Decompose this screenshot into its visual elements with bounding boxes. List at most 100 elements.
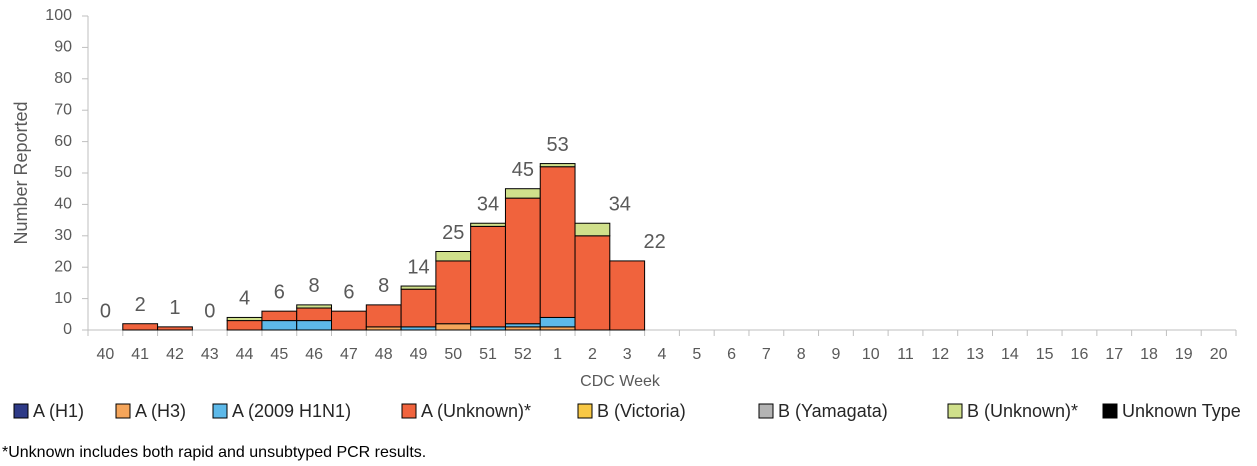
bar-segment [574,222,611,237]
legend-swatch [13,403,29,419]
x-tick-label: 51 [479,346,497,363]
x-axis-title: CDC Week [580,373,661,390]
bar-segment [296,304,333,309]
x-tick-label: 9 [831,346,840,363]
x-tick-label: 16 [1071,346,1089,363]
x-tick-label: 1 [553,346,562,363]
x-tick-label: 46 [305,346,323,363]
x-tick-label: 52 [514,346,532,363]
x-tick-label: 50 [444,346,462,363]
x-tick-label: 20 [1210,346,1228,363]
legend-swatch [758,403,774,419]
x-tick-label: 40 [96,346,114,363]
total-label: 8 [309,275,320,297]
legend-label: B (Yamagata) [778,401,888,421]
x-tick-label: 7 [762,346,771,363]
y-tick-label: 0 [63,321,72,338]
total-label: 14 [407,256,429,278]
x-tick-label: 48 [375,346,393,363]
total-label: 45 [512,159,534,181]
legend-label: B (Victoria) [597,401,686,421]
bar-segment [122,323,159,331]
bar-segment [296,307,333,322]
x-tick-label: 14 [1001,346,1019,363]
legend-label: A (2009 H1N1) [232,401,351,421]
x-tick-label: 2 [588,346,597,363]
x-tick-label: 5 [692,346,701,363]
legend-label: A (H3) [135,401,186,421]
x-tick-label: 43 [201,346,219,363]
x-tick-label: 45 [270,346,288,363]
legend-swatch [577,403,593,419]
y-tick-label: 100 [45,7,72,24]
bar-segment [470,222,506,227]
legend-swatch [401,403,417,419]
x-tick-label: 11 [897,346,914,363]
x-tick-label: 47 [340,346,358,363]
total-label: 8 [378,275,389,297]
bar-segment [435,260,472,325]
total-label: 1 [169,297,180,319]
x-tick-label: 4 [658,346,667,363]
bar-segment [470,225,506,328]
x-tick-label: 49 [410,346,428,363]
x-tick-label: 12 [931,346,949,363]
legend-swatch [115,403,131,419]
legend-label: Unknown Type [1122,401,1241,421]
legend-label: A (H1) [33,401,84,421]
bar-segment [400,288,437,328]
total-label: 34 [609,194,631,216]
bar-segment [400,285,437,290]
total-label: 6 [343,281,354,303]
total-label: 4 [239,288,250,310]
bar-segment [226,320,263,331]
legend-label: B (Unknown)* [967,401,1078,421]
y-tick-label: 30 [54,227,72,244]
bar-segment [261,320,298,331]
y-tick-label: 50 [54,164,72,181]
legend-swatch [1102,403,1118,419]
bar-segment [261,310,298,322]
bar-segment [574,235,611,331]
x-tick-label: 6 [727,346,736,363]
legend-swatch [212,403,228,419]
bar-segment [226,316,263,322]
footnote: *Unknown includes both rapid and unsubty… [2,444,426,461]
x-tick-label: 19 [1175,346,1193,363]
bar-segment [331,310,367,331]
x-tick-label: 17 [1105,346,1123,363]
total-label: 25 [442,222,464,244]
total-label: 34 [477,194,499,216]
x-tick-label: 3 [623,346,632,363]
y-axis-title: Number Reported [11,101,31,244]
y-tick-label: 70 [54,101,72,118]
x-tick-label: 42 [166,346,184,363]
y-tick-label: 20 [54,258,72,275]
total-label: 0 [204,300,215,322]
bar-segment [504,188,541,199]
x-tick-label: 13 [966,346,984,363]
y-tick-label: 60 [54,133,72,150]
y-tick-label: 10 [54,290,72,307]
legend-swatch [947,403,963,419]
bar-segment [539,316,576,328]
bar-segment [504,197,541,325]
x-tick-label: 18 [1140,346,1158,363]
bar-segment [609,260,646,331]
bar-segment [296,320,333,331]
x-tick-label: 41 [131,346,149,363]
total-label: 22 [643,231,665,253]
y-tick-label: 90 [54,39,72,56]
bar-segment [539,163,576,168]
y-tick-label: 80 [54,70,72,87]
x-tick-label: 8 [797,346,806,363]
x-tick-label: 44 [236,346,254,363]
bar-segment [539,166,576,318]
y-tick-label: 40 [54,196,72,213]
total-label: 6 [274,281,285,303]
x-tick-label: 10 [862,346,880,363]
bar-segment [435,251,472,262]
total-label: 53 [547,134,569,156]
bar-segment [435,323,472,331]
